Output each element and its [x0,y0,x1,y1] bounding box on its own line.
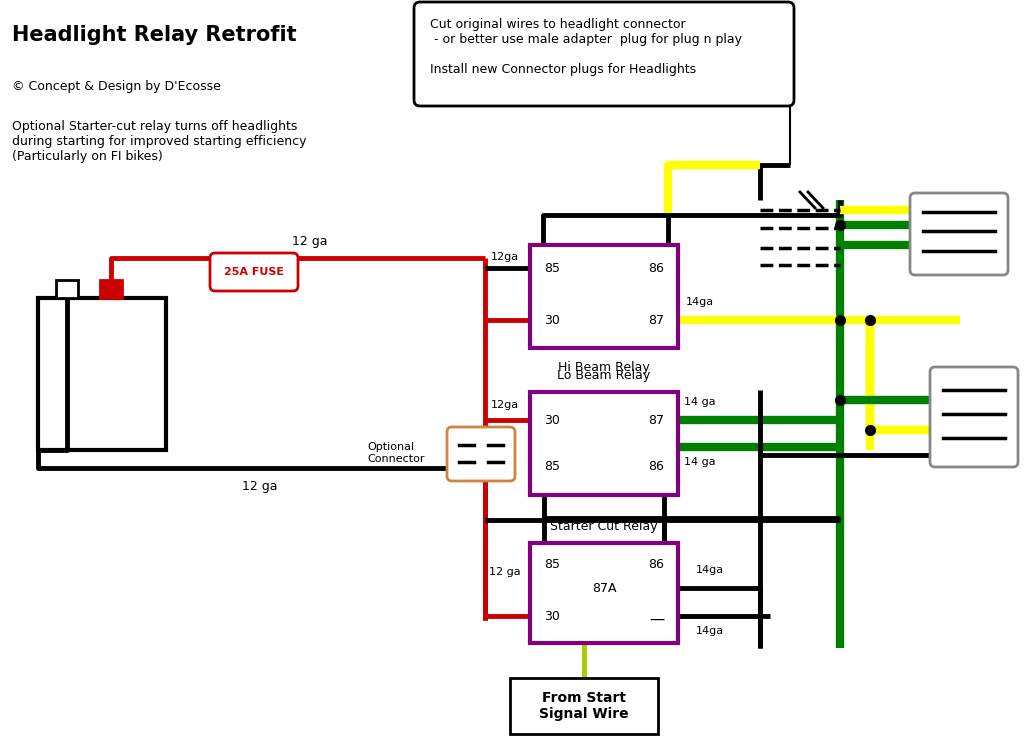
Text: 12 ga: 12 ga [292,235,328,248]
Bar [510,678,658,734]
Bar [38,298,166,450]
Text: 30: 30 [544,314,560,326]
Text: 14ga: 14ga [686,297,714,307]
Text: Headlight Relay Retrofit: Headlight Relay Retrofit [12,25,297,45]
Text: 85: 85 [544,559,560,572]
FancyBboxPatch shape [210,253,298,291]
Text: 30: 30 [544,414,560,426]
Bar [530,543,678,643]
Text: Starter Cut Relay: Starter Cut Relay [550,520,657,533]
Bar [530,245,678,348]
Text: —: — [649,611,664,626]
Text: From Start
Signal Wire: From Start Signal Wire [540,691,629,721]
FancyBboxPatch shape [910,193,1008,275]
Text: 12ga: 12ga [490,400,519,410]
Text: 12ga: 12ga [490,252,519,262]
Text: Optional Starter-cut relay turns off headlights
during starting for improved sta: Optional Starter-cut relay turns off hea… [12,120,306,163]
Text: 86: 86 [648,262,664,274]
Text: 14 ga: 14 ga [684,457,716,467]
FancyBboxPatch shape [447,427,515,481]
Text: 87: 87 [648,414,664,426]
Text: 14 ga: 14 ga [684,397,716,407]
Text: © Concept & Design by D'Ecosse: © Concept & Design by D'Ecosse [12,80,221,93]
Bar [530,392,678,495]
Text: 85: 85 [544,460,560,474]
Text: 14ga: 14ga [696,565,724,575]
Text: 12 ga: 12 ga [243,480,278,493]
Text: Lo Beam Relay: Lo Beam Relay [557,369,650,382]
Text: 86: 86 [648,559,664,572]
FancyBboxPatch shape [930,367,1018,467]
Text: 87: 87 [648,314,664,326]
Text: 85: 85 [544,262,560,274]
Text: 14ga: 14ga [696,626,724,636]
Text: Optional
Connector: Optional Connector [367,442,425,463]
Text: 30: 30 [544,610,560,623]
Text: Hi Beam Relay: Hi Beam Relay [558,361,650,374]
Text: 86: 86 [648,460,664,474]
Text: 25A FUSE: 25A FUSE [224,267,284,277]
FancyBboxPatch shape [414,2,794,106]
Bar [56,280,78,298]
Bar [100,280,122,298]
Text: Cut original wires to headlight connector
 - or better use male adapter  plug fo: Cut original wires to headlight connecto… [430,18,742,76]
Text: 87A: 87A [592,581,616,595]
Text: 12 ga: 12 ga [489,567,521,577]
